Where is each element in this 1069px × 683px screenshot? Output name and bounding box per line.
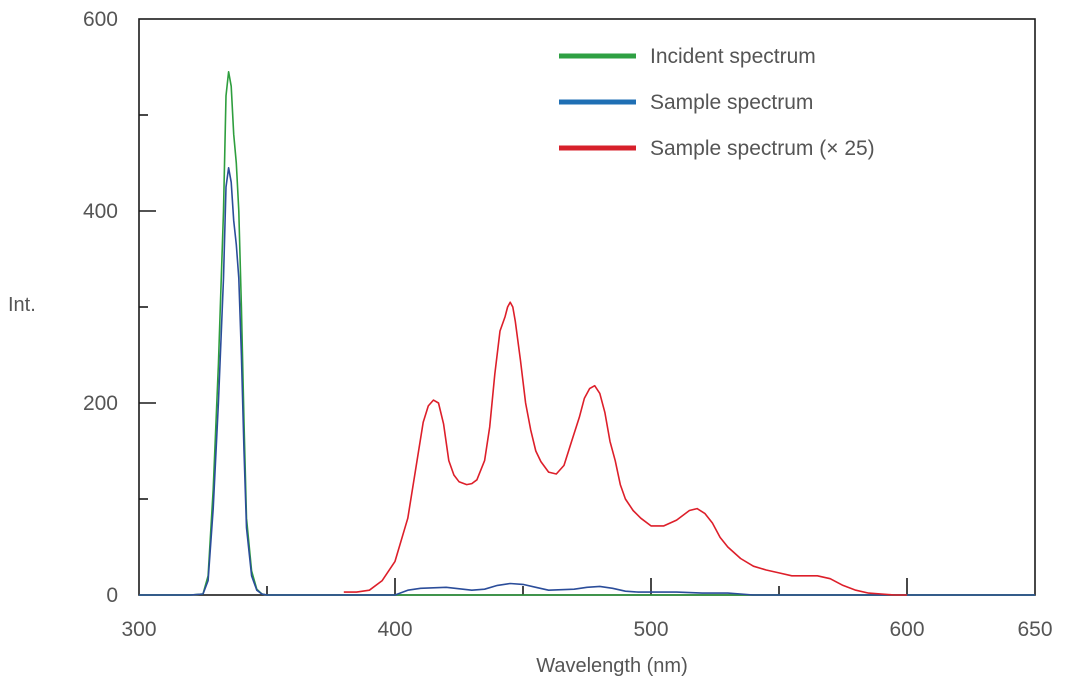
x-tick-label: 600	[889, 618, 924, 641]
y-tick-label: 200	[83, 392, 118, 415]
y-tick-label: 600	[83, 8, 118, 31]
x-tick-labels: 300 400 500 600 650	[121, 618, 1052, 641]
legend: Incident spectrum Sample spectrum Sample s…	[559, 45, 875, 160]
plot-frame	[138, 18, 1036, 596]
x-tick-label: 400	[377, 618, 412, 641]
series-lines	[139, 71, 1035, 596]
series-line-3	[343, 301, 907, 596]
x-tick-label: 500	[633, 618, 668, 641]
y-tick-labels: 0 200 400 600	[83, 8, 118, 607]
legend-label: Sample spectrum (× 25)	[650, 137, 875, 160]
legend-label: Incident spectrum	[650, 45, 816, 68]
axis-ticks	[139, 114, 908, 595]
legend-label: Sample spectrum	[650, 91, 813, 114]
series-line-2	[139, 167, 1035, 596]
y-tick-label: 0	[106, 584, 118, 607]
x-axis-title: Wavelength (nm)	[536, 655, 688, 677]
x-tick-label: 300	[121, 618, 156, 641]
y-axis-title: Int.	[8, 294, 36, 316]
y-tick-label: 400	[83, 200, 118, 223]
x-tick-label: 650	[1017, 618, 1052, 641]
